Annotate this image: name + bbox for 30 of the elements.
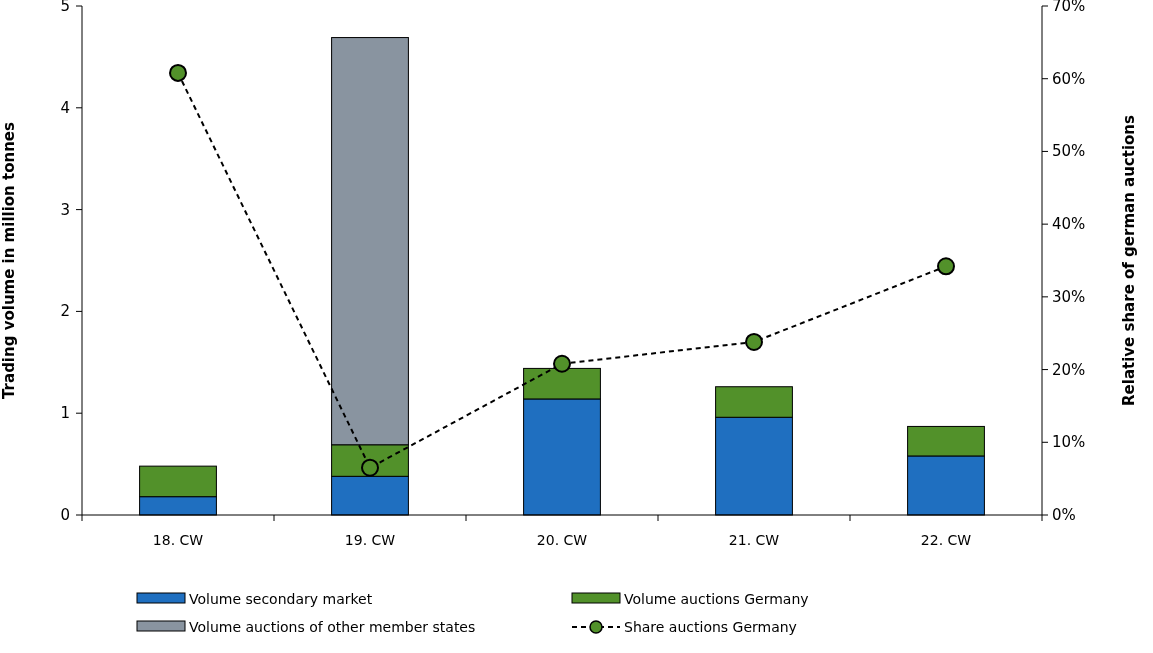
y-tick-label: 2 <box>60 302 70 321</box>
y2-tick-label: 60% <box>1052 69 1086 88</box>
point <box>937 257 955 276</box>
y2-axis-title: Relative share of german auctions <box>1120 114 1138 406</box>
y-axis-title: Trading volume in million tonnes <box>0 121 18 399</box>
x-tick-label: 21. CW <box>728 532 780 548</box>
y2-tick-label: 50% <box>1052 142 1086 161</box>
y-tick-label: 3 <box>60 200 70 219</box>
legend-label: Volume secondary market <box>189 591 373 607</box>
y2-tick-label: 0% <box>1052 506 1076 524</box>
y-tick-label: 4 <box>60 98 70 117</box>
y2-tick-label: 40% <box>1052 215 1086 234</box>
y2-tick-label: 20% <box>1052 360 1086 379</box>
point <box>745 332 763 351</box>
point <box>361 458 379 477</box>
y-tick-label: 0 <box>60 506 70 524</box>
y-tick-label: 5 <box>60 0 70 15</box>
y2-tick-label: 70% <box>1052 0 1086 15</box>
y-tick-label: 1 <box>60 404 70 423</box>
legend-label: Volume auctions Germany <box>624 591 809 607</box>
x-tick-label: 20. CW <box>536 532 588 548</box>
point <box>169 63 187 82</box>
legend-label: Volume auctions of other member states <box>189 619 476 635</box>
y2-tick-label: 30% <box>1052 287 1086 306</box>
x-tick-label: 22. CW <box>920 532 972 548</box>
y2-tick-label: 10% <box>1052 433 1086 452</box>
legend-label: Share auctions Germany <box>624 619 797 635</box>
point <box>553 354 571 373</box>
x-tick-label: 18. CW <box>152 532 204 548</box>
x-tick-label: 19. CW <box>344 532 396 548</box>
